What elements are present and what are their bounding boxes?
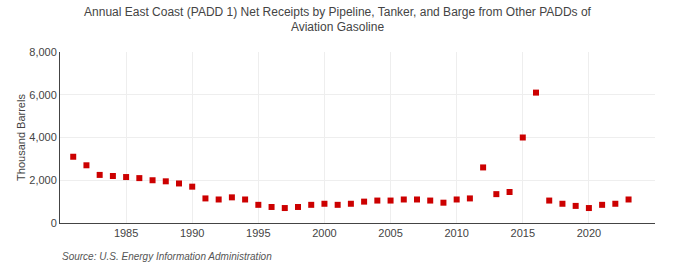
svg-text:Thousand Barrels: Thousand Barrels (15, 94, 27, 181)
svg-text:2000: 2000 (312, 227, 336, 239)
svg-text:Source: U.S. Energy Informatio: Source: U.S. Energy Information Administ… (62, 251, 272, 262)
svg-text:2015: 2015 (511, 227, 535, 239)
svg-text:2005: 2005 (378, 227, 402, 239)
svg-text:2020: 2020 (577, 227, 601, 239)
svg-text:4,000: 4,000 (29, 131, 57, 143)
svg-text:6,000: 6,000 (29, 89, 57, 101)
svg-text:1995: 1995 (246, 227, 270, 239)
svg-text:0: 0 (51, 217, 57, 229)
svg-text:2,000: 2,000 (29, 174, 57, 186)
svg-text:Annual East Coast (PADD 1) Net: Annual East Coast (PADD 1) Net Receipts … (84, 5, 592, 35)
svg-text:2010: 2010 (444, 227, 468, 239)
svg-text:1990: 1990 (180, 227, 204, 239)
svg-text:8,000: 8,000 (29, 46, 57, 58)
svg-text:1985: 1985 (114, 227, 138, 239)
